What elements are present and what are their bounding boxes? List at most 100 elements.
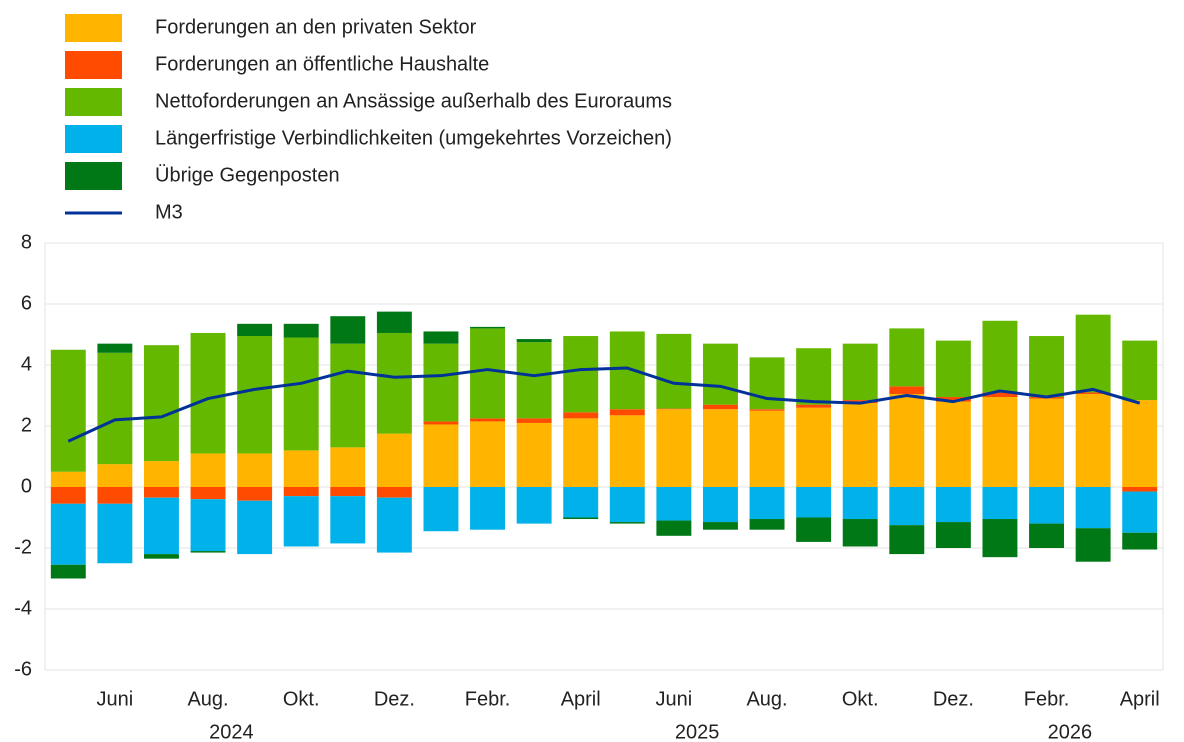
bar-segment bbox=[889, 487, 925, 526]
bar-segment bbox=[702, 487, 738, 523]
bar-segment bbox=[702, 409, 738, 487]
bar-segment bbox=[330, 447, 366, 487]
bar-segment bbox=[143, 554, 179, 559]
bar-segment bbox=[97, 352, 133, 465]
bar-segment bbox=[376, 433, 412, 487]
x-tick-label: Febr. bbox=[1024, 688, 1070, 710]
bar-segment bbox=[423, 421, 459, 425]
bar-segment bbox=[97, 464, 133, 487]
bar-segment bbox=[796, 348, 832, 405]
bar-segment bbox=[1122, 532, 1158, 550]
bar-segment bbox=[50, 564, 86, 579]
bar-segment bbox=[143, 487, 179, 498]
bar-segment bbox=[143, 497, 179, 555]
bar-segment bbox=[516, 418, 552, 423]
bar-segment bbox=[516, 487, 552, 524]
y-tick-label: 6 bbox=[21, 292, 32, 314]
bar-segment bbox=[842, 343, 878, 401]
bar-segment bbox=[563, 336, 599, 413]
bar-segment bbox=[656, 408, 692, 410]
bar-segment bbox=[563, 487, 599, 518]
bar-segment bbox=[656, 409, 692, 487]
bar-segment bbox=[982, 487, 1018, 520]
bar-segment bbox=[330, 496, 366, 544]
y-tick-label: 4 bbox=[21, 353, 32, 375]
bar-segment bbox=[283, 496, 319, 547]
bar-segment bbox=[842, 519, 878, 547]
x-tick-label: Febr. bbox=[465, 688, 511, 710]
bar-segment bbox=[330, 316, 366, 344]
bar-segment bbox=[283, 323, 319, 338]
bar-segment bbox=[190, 332, 226, 454]
legend-label: Forderungen an den privaten Sektor bbox=[155, 16, 477, 38]
legend-label: Übrige Gegenposten bbox=[155, 164, 340, 186]
bar-segment bbox=[237, 336, 273, 454]
bar-segment bbox=[376, 332, 412, 434]
bar-segment bbox=[749, 487, 785, 520]
bar-segment bbox=[143, 461, 179, 487]
bar-segment bbox=[889, 393, 925, 487]
bar-segment bbox=[609, 331, 645, 410]
bar-segment bbox=[516, 339, 552, 343]
bar-segment bbox=[1075, 487, 1111, 529]
bar-segment bbox=[609, 409, 645, 416]
x-tick-label: Aug. bbox=[746, 688, 787, 710]
bar-segment bbox=[516, 422, 552, 487]
bar-segment bbox=[50, 471, 86, 487]
bar-segment bbox=[50, 487, 86, 504]
bar-segment bbox=[283, 450, 319, 487]
bar-segment bbox=[889, 328, 925, 387]
bar-segment bbox=[283, 337, 319, 451]
bar-segment bbox=[563, 412, 599, 419]
bar-segment bbox=[376, 497, 412, 553]
bar-segment bbox=[889, 525, 925, 555]
legend-swatch bbox=[65, 51, 122, 79]
y-tick-label: 0 bbox=[21, 475, 32, 497]
bar-segment bbox=[190, 499, 226, 552]
bar-segment bbox=[796, 404, 832, 408]
legend-label: Forderungen an öffentliche Haushalte bbox=[155, 53, 489, 75]
bar-segment bbox=[237, 323, 273, 337]
bar-segment bbox=[376, 487, 412, 498]
legend-label: Nettoforderungen an Ansässige außerhalb … bbox=[155, 90, 672, 112]
bar-segment bbox=[1029, 336, 1065, 398]
bar-segment bbox=[237, 487, 273, 501]
bar-segment bbox=[470, 328, 506, 419]
bar-segment bbox=[1075, 393, 1111, 487]
bar-segment bbox=[656, 487, 692, 521]
bar-segment bbox=[842, 400, 878, 404]
bar-segment bbox=[330, 343, 366, 448]
bar-segment bbox=[749, 409, 785, 411]
x-tick-label: April bbox=[561, 688, 601, 710]
bar-segment bbox=[97, 503, 133, 564]
bar-segment bbox=[935, 401, 971, 487]
y-tick-label: -2 bbox=[14, 536, 32, 558]
legend-swatch bbox=[65, 162, 122, 190]
line bbox=[67, 366, 1141, 443]
bar-segment bbox=[376, 311, 412, 333]
y-tick-label: 2 bbox=[21, 414, 32, 436]
bar-segment bbox=[470, 326, 506, 329]
bar-segment bbox=[190, 453, 226, 487]
x-tick-label: Dez. bbox=[933, 688, 974, 710]
bar-segment bbox=[609, 415, 645, 487]
bar-segment bbox=[935, 340, 971, 398]
bar-segment bbox=[935, 397, 971, 402]
bar-segment bbox=[423, 424, 459, 487]
x-group-label: 2024 bbox=[209, 721, 254, 742]
bar-segment bbox=[143, 345, 179, 462]
bar-segment bbox=[516, 342, 552, 419]
bar-segment bbox=[935, 487, 971, 523]
x-tick-label: Aug. bbox=[187, 688, 228, 710]
bar-segment bbox=[97, 487, 133, 504]
bar-segment bbox=[1029, 487, 1065, 524]
y-tick-label: 8 bbox=[21, 231, 32, 253]
bar-segment bbox=[702, 404, 738, 410]
bar-segment bbox=[1122, 400, 1158, 487]
x-tick-label: Okt. bbox=[283, 688, 320, 710]
bar-segment bbox=[190, 487, 226, 500]
bar-segment bbox=[470, 418, 506, 422]
bar-segment bbox=[563, 517, 599, 520]
bar-segment bbox=[423, 487, 459, 532]
